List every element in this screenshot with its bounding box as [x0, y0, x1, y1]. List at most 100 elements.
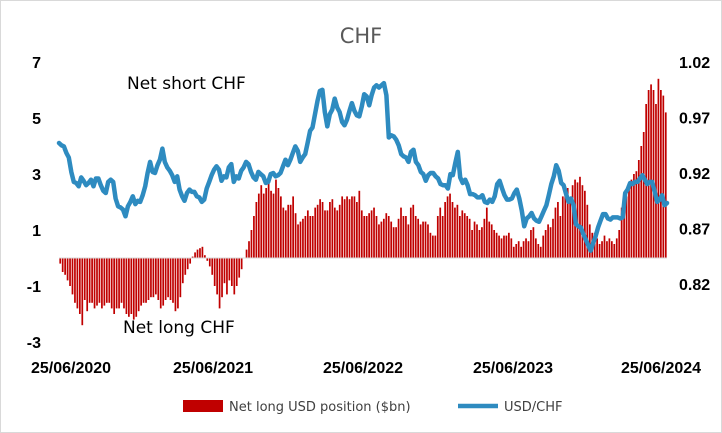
bar: [630, 179, 633, 258]
bar: [657, 78, 660, 258]
bar: [571, 185, 574, 258]
bar: [257, 193, 260, 258]
y-right-tick-labels: 1.02 0.97 0.92 0.87 0.82: [679, 55, 710, 294]
bar: [468, 218, 471, 258]
bar: [400, 207, 402, 258]
bar: [402, 216, 405, 258]
bar: [569, 202, 572, 258]
bar: [164, 258, 167, 300]
bar: [424, 221, 427, 258]
bar: [368, 213, 370, 258]
bar: [436, 216, 439, 258]
bar: [228, 258, 231, 281]
bar: [272, 193, 275, 258]
bar: [115, 258, 118, 309]
bar: [495, 232, 498, 258]
bar: [530, 230, 532, 258]
bar: [610, 241, 613, 258]
bar: [515, 244, 518, 258]
bar: [633, 174, 635, 258]
bar: [260, 185, 263, 258]
legend: Net long USD position ($bn) USD/CHF: [183, 400, 563, 415]
bar: [326, 210, 329, 258]
bar: [145, 258, 147, 303]
bar: [91, 258, 93, 303]
bar: [483, 218, 486, 258]
bar: [356, 202, 358, 258]
bar: [248, 241, 250, 258]
bar: [542, 235, 545, 258]
bar: [147, 258, 150, 300]
bar: [373, 207, 375, 258]
bar: [113, 258, 116, 314]
bar: [206, 258, 209, 261]
bar: [186, 258, 189, 270]
bar: [204, 255, 206, 258]
bar: [476, 224, 478, 258]
bar: [191, 256, 194, 258]
bar: [93, 258, 96, 309]
bar: [625, 196, 628, 258]
bar: [652, 90, 655, 258]
bar: [265, 188, 268, 258]
bar: [123, 258, 125, 309]
chart-title: CHF: [340, 24, 383, 48]
bar: [664, 112, 667, 259]
bar: [329, 202, 331, 258]
legend-bar-label: Net long USD position ($bn): [229, 400, 411, 415]
bar: [363, 216, 366, 258]
bar: [169, 258, 172, 300]
bar: [321, 202, 324, 258]
bar: [230, 258, 233, 286]
bar: [253, 216, 255, 258]
bar: [280, 196, 282, 258]
bar: [105, 258, 108, 303]
bar: [150, 258, 152, 298]
bar: [181, 258, 184, 284]
bar: [216, 258, 218, 295]
bar: [395, 227, 397, 258]
bar: [640, 146, 643, 258]
bar: [552, 218, 554, 258]
annotation-net-long-chf: Net long CHF: [123, 318, 235, 338]
bar: [534, 238, 537, 258]
bar: [432, 235, 434, 258]
bar: [566, 188, 569, 258]
x-tick: 25/06/2020: [31, 360, 111, 377]
legend-line-label: USD/CHF: [504, 400, 563, 415]
bar: [581, 185, 584, 258]
bar: [444, 202, 446, 258]
y-left-tick: 1: [32, 223, 41, 240]
x-tick: 25/06/2022: [323, 360, 403, 377]
bar: [537, 244, 540, 258]
bar: [208, 258, 211, 267]
bar: [456, 204, 459, 258]
bar: [358, 190, 361, 258]
bar: [346, 196, 348, 258]
bar: [304, 216, 307, 258]
bar: [449, 193, 451, 258]
bar: [96, 258, 98, 306]
bar: [387, 216, 390, 258]
bar: [333, 207, 336, 258]
bar: [331, 199, 334, 258]
bar: [71, 258, 74, 295]
bar: [613, 244, 616, 258]
bar: [118, 258, 120, 309]
bar: [184, 258, 187, 275]
bar: [211, 258, 214, 275]
bar: [429, 232, 432, 258]
y-left-tick: 7: [32, 55, 41, 72]
usdchf-line: [56, 80, 670, 253]
bar: [441, 216, 444, 258]
y-left-tick: 3: [32, 167, 41, 184]
bar: [245, 249, 248, 258]
bar: [351, 196, 353, 258]
bar: [451, 202, 454, 258]
bar: [81, 258, 84, 326]
bar: [461, 210, 464, 258]
bar: [238, 258, 241, 278]
bar: [603, 235, 606, 258]
bar: [500, 238, 503, 258]
